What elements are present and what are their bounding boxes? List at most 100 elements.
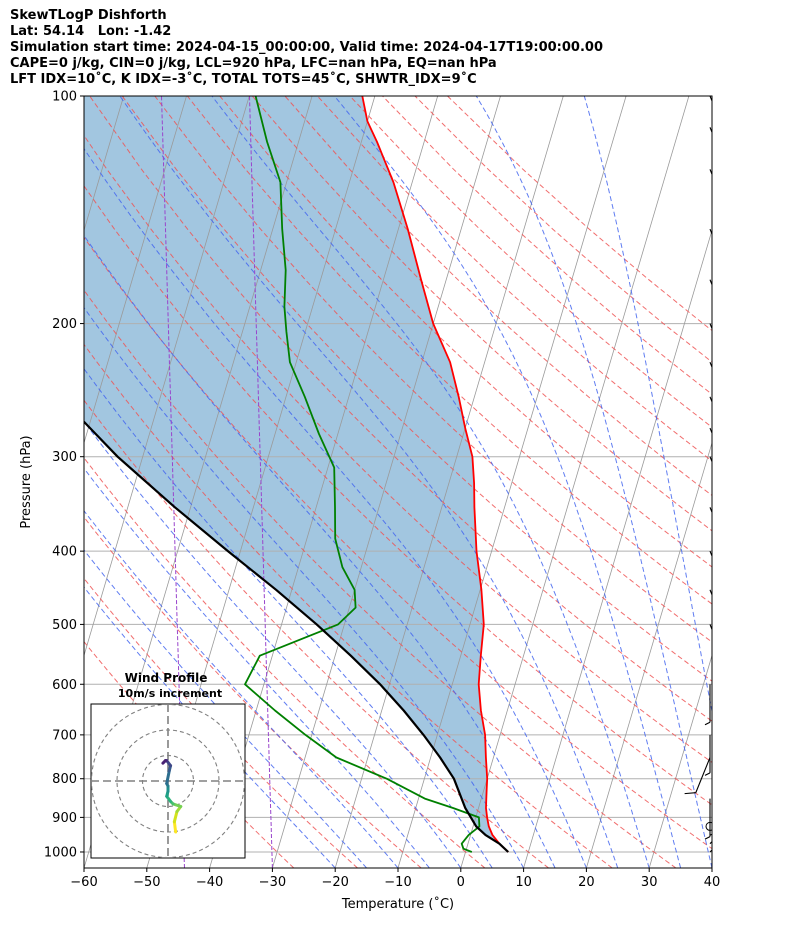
wind-barb [709, 550, 726, 594]
hodograph-segment [172, 810, 179, 824]
dry-adiabat-line [84, 343, 613, 868]
x-tick-label: −60 [70, 875, 97, 890]
wind-barb [709, 96, 726, 139]
moist-adiabat-line [211, 96, 650, 868]
x-tick-label: −30 [259, 875, 286, 890]
x-tick-label: −10 [384, 875, 411, 890]
barb-staff [709, 820, 712, 836]
barb-staff [709, 816, 712, 845]
barb-full-flag [713, 158, 724, 166]
hodograph-title: Wind Profile [125, 671, 208, 685]
barb-full-flag [715, 205, 726, 213]
barb-full-flag [713, 200, 724, 208]
barb-full-flag [737, 813, 748, 824]
x-tick-label: −50 [133, 875, 160, 890]
barb-half-flag [716, 454, 722, 458]
barb-full-flag [713, 393, 724, 401]
barb-full-flag [715, 586, 726, 594]
wind-barb [709, 427, 726, 471]
isotherm-line [397, 96, 627, 868]
x-tick-label: −40 [196, 875, 223, 890]
dry-adiabat-line [84, 399, 549, 868]
moist-adiabat-line [84, 420, 462, 868]
y-tick-label: 500 [52, 618, 77, 633]
barb-staff [695, 757, 711, 793]
isotherm-line [460, 96, 690, 868]
moist-adiabat-line [84, 510, 399, 868]
barb-full-flag [715, 625, 726, 633]
moist-adiabat-line [84, 549, 367, 868]
barb-half-flag [704, 836, 711, 840]
y-axis-label: Pressure (hPa) [19, 435, 34, 528]
hodograph-segment [172, 820, 178, 834]
dry-adiabat-line [84, 457, 486, 868]
barb-full-flag [715, 492, 726, 500]
y-tick-label: 800 [52, 772, 77, 787]
x-tick-label: 30 [641, 875, 658, 890]
y-tick-label: 100 [52, 90, 77, 105]
moist-adiabat-line [583, 96, 712, 715]
dry-adiabat-line [154, 96, 712, 643]
barb-full-flag [713, 354, 724, 362]
wind-barb [709, 396, 722, 433]
wind-barb [709, 361, 726, 405]
barb-half-flag [704, 772, 711, 776]
barb-full-flag [715, 359, 726, 367]
profile-lines [84, 96, 509, 853]
wind-barbs [684, 96, 753, 853]
moist-adiabat-line [475, 96, 712, 868]
barb-half-flag [716, 306, 722, 310]
wind-barb [709, 456, 726, 500]
adiabats [84, 96, 712, 868]
x-tick-label: 10 [515, 875, 532, 890]
isotherm-line [209, 96, 439, 868]
isotherm-line [711, 866, 712, 868]
isotherm-line [84, 96, 250, 657]
moist-adiabat-line [119, 96, 619, 868]
barb-full-flag [715, 463, 726, 471]
wind-barb [709, 822, 748, 853]
convective-parameters: CAPE=0 j/kg, CIN=0 j/kg, LCL=920 hPa, LF… [10, 56, 497, 71]
hodograph-plot [91, 704, 245, 858]
dry-adiabat-line [84, 134, 712, 764]
moist-adiabat-line [84, 367, 493, 868]
x-tick-label: 20 [578, 875, 595, 890]
dry-adiabat-line [121, 96, 712, 682]
barb-full-flag [711, 388, 722, 396]
moist-adiabat-line [84, 234, 556, 868]
barb-full-flag [715, 397, 726, 405]
barb-full-flag [745, 819, 753, 830]
barb-full-flag [737, 822, 748, 833]
wind-barb [709, 624, 726, 668]
dry-adiabat-line [89, 96, 712, 722]
barb-full-flag [711, 350, 722, 358]
x-tick-label: 40 [704, 875, 721, 890]
hodograph-segment [161, 759, 167, 765]
temperature-line [361, 96, 509, 853]
barb-full-flag [713, 538, 724, 546]
y-tick-label: 900 [52, 811, 77, 826]
dry-adiabat-line [84, 289, 677, 868]
barb-full-flag [715, 660, 726, 668]
barb-staff [709, 824, 712, 853]
plot-area [84, 96, 753, 868]
moist-adiabat-line [84, 306, 525, 868]
x-tick-label: 0 [457, 875, 465, 890]
wind-barb [704, 684, 711, 726]
barb-half-flag [716, 255, 722, 259]
barb-half-flag [704, 721, 711, 726]
stability-indices: LFT IDX=10˚C, K IDX=-3˚C, TOTAL TOTS=45˚… [10, 72, 477, 87]
y-tick-label: 700 [52, 728, 77, 743]
x-axis-label: Temperature (˚C) [341, 896, 454, 912]
wind-barb [684, 757, 711, 795]
barb-half-flag [733, 827, 738, 832]
barb-half-flag [716, 423, 722, 427]
wind-barb [709, 813, 748, 845]
wind-barb [709, 819, 753, 836]
barb-half-flag [716, 153, 722, 157]
y-tick-label: 200 [52, 317, 77, 332]
barb-full-flag [713, 310, 724, 318]
barb-full-flag [715, 131, 726, 139]
wind-barb [709, 507, 724, 546]
